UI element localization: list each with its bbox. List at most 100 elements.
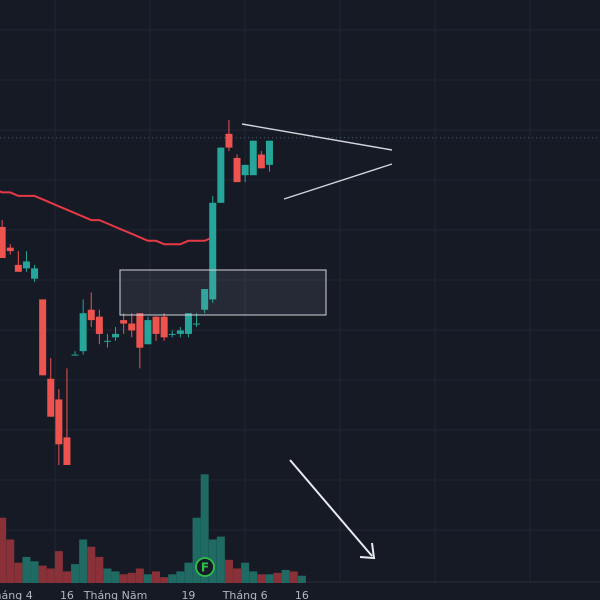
candle-body bbox=[14, 264, 22, 272]
candle-body bbox=[128, 323, 136, 331]
volume-bar bbox=[152, 571, 161, 583]
candle bbox=[39, 299, 47, 376]
candle bbox=[31, 264, 39, 283]
volume-bar bbox=[79, 539, 88, 583]
volume-bar bbox=[38, 565, 47, 583]
volume-bar bbox=[62, 571, 71, 583]
volume-bar bbox=[273, 572, 282, 583]
candle bbox=[209, 195, 217, 303]
candle-body bbox=[193, 323, 201, 325]
triangle-upper-trendline bbox=[241, 123, 393, 151]
x-tick-label: 16 bbox=[295, 589, 309, 600]
candle-body bbox=[176, 330, 184, 334]
volume-bar bbox=[257, 574, 266, 583]
x-tick-label: 16 bbox=[60, 589, 74, 600]
candle-body bbox=[6, 247, 14, 252]
consolidation-box bbox=[119, 269, 327, 316]
candle-body bbox=[87, 309, 95, 321]
candle-body bbox=[71, 354, 79, 356]
volume-bar bbox=[0, 517, 7, 583]
chart-grid bbox=[0, 0, 600, 583]
volume-bar bbox=[95, 556, 104, 583]
volume-bar bbox=[103, 568, 112, 583]
candle bbox=[6, 244, 14, 255]
candle bbox=[120, 313, 128, 334]
candle-body bbox=[209, 202, 217, 300]
candle-body bbox=[120, 320, 128, 324]
volume-bar bbox=[160, 577, 169, 583]
volume-bar bbox=[216, 536, 225, 583]
triangle-lower-trendline bbox=[283, 163, 393, 200]
candle bbox=[168, 330, 176, 338]
candle bbox=[257, 151, 265, 169]
drawing-tools[interactable] bbox=[119, 123, 393, 560]
candle bbox=[71, 351, 79, 356]
volume-bar bbox=[111, 571, 120, 583]
candle bbox=[217, 147, 225, 203]
candle bbox=[112, 327, 120, 341]
candle bbox=[225, 120, 233, 152]
candle-body bbox=[103, 340, 111, 342]
volume-bar bbox=[135, 568, 144, 583]
x-tick-label: 19 bbox=[181, 589, 195, 600]
volume-bar bbox=[87, 546, 96, 583]
candle bbox=[47, 358, 55, 417]
candlestick-series bbox=[0, 120, 273, 465]
volume-bars bbox=[0, 474, 306, 583]
volume-bar bbox=[233, 568, 242, 583]
candle bbox=[184, 313, 192, 338]
candle-body bbox=[144, 320, 152, 345]
volume-bar bbox=[184, 562, 193, 583]
candle-body bbox=[0, 226, 6, 258]
candle-body bbox=[152, 316, 160, 334]
volume-bar bbox=[46, 568, 55, 583]
candle bbox=[0, 220, 6, 258]
candle-body bbox=[241, 164, 249, 176]
marker-circle bbox=[195, 557, 215, 577]
volume-bar bbox=[22, 556, 31, 583]
volume-bar bbox=[281, 569, 290, 583]
down-arrow-line bbox=[289, 459, 373, 557]
candle bbox=[95, 309, 103, 345]
candle bbox=[176, 327, 184, 338]
candle-body bbox=[63, 437, 71, 465]
x-axis: Tháng 4 16 Tháng Năm 19 Tháng 6 16 bbox=[0, 589, 309, 600]
volume-bar bbox=[241, 562, 250, 583]
candle bbox=[128, 313, 136, 338]
volume-bar bbox=[168, 574, 177, 583]
candle-body bbox=[136, 313, 144, 348]
volume-bar bbox=[192, 517, 201, 583]
x-tick-label: Tháng 4 bbox=[0, 589, 33, 600]
candle bbox=[14, 251, 22, 272]
candle bbox=[22, 251, 30, 272]
candle bbox=[79, 299, 87, 355]
candle bbox=[55, 389, 63, 465]
candle bbox=[160, 313, 168, 341]
volume-bar bbox=[14, 562, 23, 583]
volume-bar bbox=[143, 574, 152, 583]
candle bbox=[249, 140, 257, 176]
x-tick-label: Tháng 6 bbox=[222, 589, 268, 600]
candle-body bbox=[79, 313, 87, 352]
candle bbox=[144, 316, 152, 345]
candle bbox=[233, 154, 241, 183]
volume-bar bbox=[200, 474, 209, 583]
candle-body bbox=[265, 140, 273, 165]
candle-body bbox=[55, 399, 63, 445]
event-marker[interactable]: F bbox=[195, 557, 215, 577]
candle-body bbox=[112, 333, 120, 338]
candle bbox=[241, 164, 249, 183]
candle-body bbox=[31, 268, 39, 279]
candle-body bbox=[95, 316, 103, 334]
candle-body bbox=[217, 147, 225, 203]
candle-body bbox=[233, 157, 241, 183]
candle-body bbox=[257, 154, 265, 169]
candle bbox=[136, 313, 144, 369]
volume-bar bbox=[289, 571, 298, 583]
candle-body bbox=[39, 299, 47, 376]
marker-label: F bbox=[201, 561, 209, 575]
candle-body bbox=[47, 378, 55, 417]
candle-body bbox=[22, 261, 30, 269]
